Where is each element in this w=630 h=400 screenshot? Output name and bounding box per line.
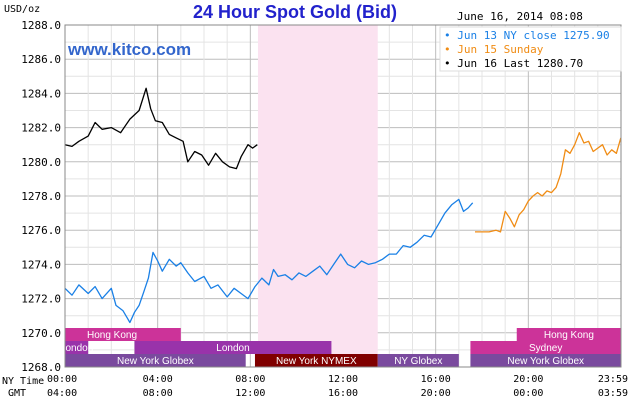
- y-tick-label: 1276.0: [21, 224, 61, 237]
- x-tick-label-ny: 04:00: [143, 374, 173, 385]
- y-tick-label: 1288.0: [21, 19, 61, 32]
- y-tick-label: 1272.0: [21, 293, 61, 306]
- y-axis-label: USD/oz: [4, 4, 40, 15]
- x-tick-label-gmt: 20:00: [421, 388, 451, 399]
- session-bar: [254, 354, 378, 367]
- session-label: London: [60, 343, 93, 354]
- x-tick-label-ny: 20:00: [513, 374, 543, 385]
- series-line: [64, 87, 258, 170]
- y-tick-label: 1282.0: [21, 122, 61, 135]
- session-bar: [65, 354, 246, 367]
- session-label: New York Globex: [117, 356, 194, 367]
- y-tick-label: 1268.0: [21, 361, 61, 374]
- session-bar: [377, 354, 459, 367]
- y-tick-label: 1284.0: [21, 87, 61, 100]
- session-label: New York Globex: [507, 356, 584, 367]
- y-tick-label: 1280.0: [21, 156, 61, 169]
- plot-border: [64, 24, 622, 368]
- y-tick-label: 1274.0: [21, 258, 61, 271]
- session-label: New York NYMEX: [276, 356, 357, 367]
- date-label: June 16, 2014 08:08: [457, 10, 583, 23]
- session-bar: [65, 341, 89, 354]
- session-label: Hong Kong: [87, 330, 137, 341]
- y-tick-label: 1270.0: [21, 327, 61, 340]
- legend-entry: • Jun 15 Sunday: [444, 43, 544, 56]
- watermark-link[interactable]: www.kitco.com: [67, 40, 191, 59]
- x-tick-label-ny: 00:00: [47, 374, 77, 385]
- x-tick-label-gmt: 03:59: [598, 388, 628, 399]
- session-bar: [134, 341, 332, 354]
- market-sessions: Hong Kong Hong Kong London London Sydney New …: [60, 328, 621, 367]
- legend-entry: • Jun 16 Last 1280.70: [444, 57, 583, 70]
- legend-box: [439, 26, 622, 72]
- x-tick-label-ny: 08:00: [235, 374, 265, 385]
- session-bar: [65, 328, 181, 341]
- y-tick-label: 1286.0: [21, 53, 61, 66]
- session-bar: [470, 354, 621, 367]
- x-tick-label-ny: 12:00: [328, 374, 358, 385]
- session-bar: [516, 328, 621, 341]
- x-tick-label-ny: 23:59: [598, 374, 628, 385]
- price-series: [64, 87, 622, 324]
- chart-title: 24 Hour Spot Gold (Bid): [193, 2, 397, 22]
- x-tick-label-ny: 16:00: [421, 374, 451, 385]
- session-bar: [470, 341, 621, 354]
- session-label: Hong Kong: [544, 330, 594, 341]
- legend: • Jun 13 NY close 1275.90• Jun 15 Sunday…: [439, 26, 622, 72]
- x-tick-label-gmt: 12:00: [235, 388, 265, 399]
- series-line: [64, 198, 474, 324]
- session-label: Sydney: [529, 343, 562, 354]
- session-label: NY Globex: [394, 356, 442, 367]
- gmt-label: GMT: [8, 388, 26, 399]
- x-tick-label-gmt: 16:00: [328, 388, 358, 399]
- x-tick-label-gmt: 04:00: [47, 388, 77, 399]
- legend-entry: • Jun 13 NY close 1275.90: [444, 29, 610, 42]
- highlight-band: [257, 25, 378, 367]
- session-label: London: [216, 343, 249, 354]
- x-tick-label-gmt: 00:00: [513, 388, 543, 399]
- ny-time-label: NY Time: [2, 376, 44, 387]
- x-tick-label-gmt: 08:00: [143, 388, 173, 399]
- series-line: [475, 132, 622, 233]
- y-tick-label: 1278.0: [21, 190, 61, 203]
